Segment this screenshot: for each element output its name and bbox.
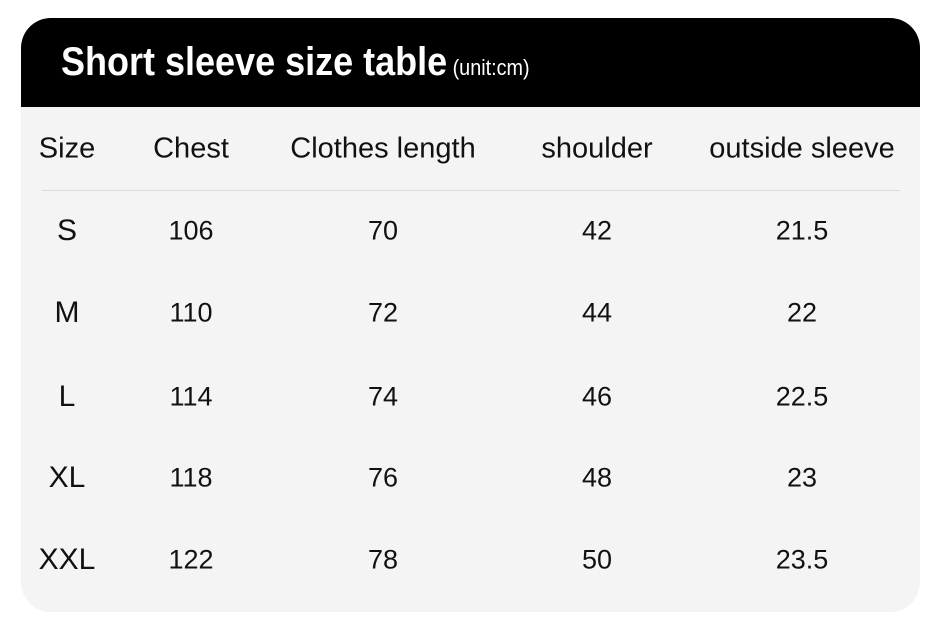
table-title: Short sleeve size table (unit:cm) (61, 40, 530, 85)
column-header: shoulder (541, 132, 653, 165)
table-header-bar: Short sleeve size table (unit:cm) (21, 18, 920, 107)
header-divider (42, 190, 900, 191)
value-cell: 21.5 (775, 215, 829, 246)
value-cell: 42 (581, 215, 613, 246)
column-header: Size (38, 132, 96, 165)
value-cell: 106 (168, 215, 214, 246)
value-cell: 122 (168, 544, 214, 575)
value-cell: 44 (581, 297, 613, 328)
value-cell: 76 (367, 462, 399, 493)
column-header: outside sleeve (709, 132, 895, 165)
value-cell: 114 (169, 381, 213, 412)
value-cell: 72 (367, 297, 399, 328)
value-cell: 118 (169, 462, 213, 493)
size-cell: M (54, 296, 80, 329)
value-cell: 22 (786, 297, 818, 328)
size-table-card: Short sleeve size table (unit:cm) Size Che… (21, 18, 920, 612)
value-cell: 110 (169, 297, 213, 328)
size-cell: S (56, 214, 78, 247)
value-cell: 22.5 (775, 381, 829, 412)
size-cell: XXL (38, 543, 96, 576)
value-cell: 46 (581, 381, 613, 412)
value-cell: 70 (367, 215, 399, 246)
title-text: Short sleeve size table (61, 40, 448, 84)
column-header: Clothes length (290, 132, 476, 165)
value-cell: 48 (581, 462, 613, 493)
value-cell: 23.5 (775, 544, 829, 575)
value-cell: 74 (367, 381, 399, 412)
value-cell: 50 (581, 544, 613, 575)
size-cell: XL (48, 461, 86, 494)
size-cell: L (58, 380, 76, 413)
column-header: Chest (153, 132, 229, 165)
value-cell: 78 (367, 544, 399, 575)
unit-label: (unit:cm) (452, 55, 530, 80)
value-cell: 23 (786, 462, 818, 493)
